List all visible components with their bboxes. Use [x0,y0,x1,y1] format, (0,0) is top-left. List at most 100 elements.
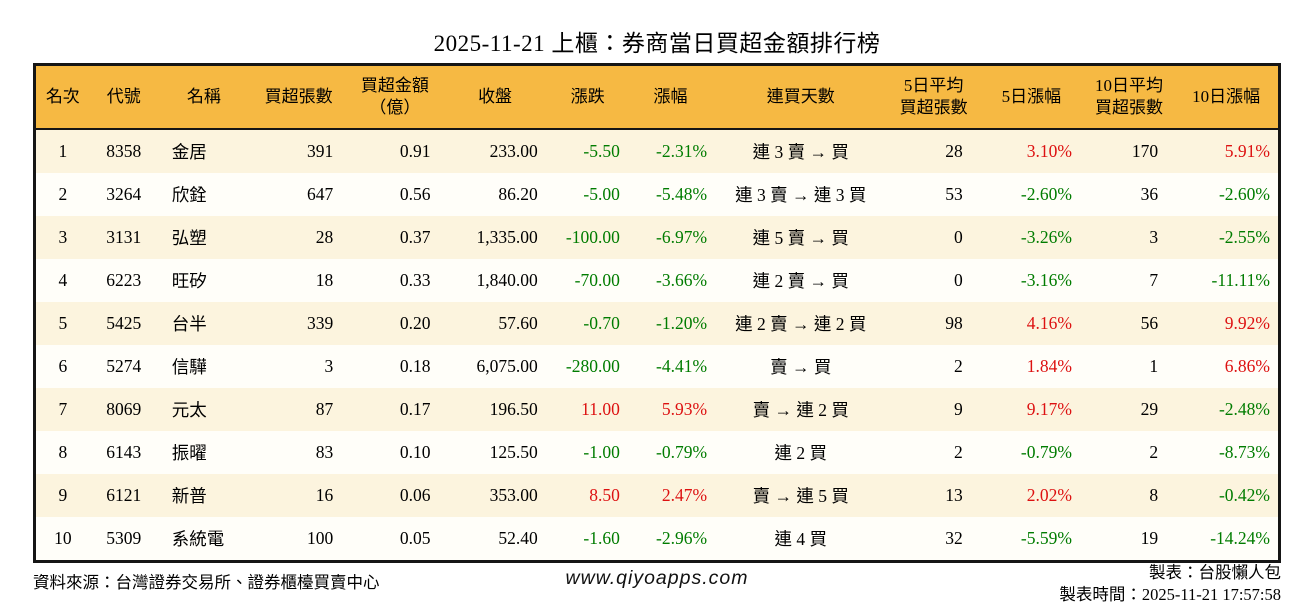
made-time-label: 製表時間：2025-11-21 17:57:58 [1059,585,1281,604]
data-source-note: 資料來源：台灣證券交易所、證券櫃檯買賣中心 [33,573,380,592]
cell-change_pct: 5.93% [661,399,708,419]
cell-code: 8358 [106,141,142,161]
cell-avg5: 2 [953,442,963,462]
cell-close: 86.20 [498,184,538,204]
cell-close: 233.00 [489,141,538,161]
cell-rank: 2 [58,184,68,204]
cell-change: -1.60 [583,528,620,548]
cell-volume: 16 [315,485,334,505]
header-avg5: 5日平均 買超張數 [888,64,979,130]
cell-change_pct: -2.31% [656,141,708,161]
header-change-pct: 漲幅 [627,64,714,130]
cell-change: -0.70 [583,313,620,333]
cell-avg10: 3 [1149,227,1159,247]
cell-amount: 0.06 [399,485,431,505]
cell-change: -280.00 [565,356,620,376]
cell-volume: 87 [315,399,334,419]
cell-change: -70.00 [574,270,620,290]
cell-close: 57.60 [498,313,538,333]
cell-amount: 0.20 [399,313,431,333]
cell-name: 信驊 [171,357,207,377]
cell-streak: 連 5 賣 → 買 [752,228,849,248]
cell-close: 353.00 [489,485,538,505]
website-label: www.qiyoapps.com [565,567,749,589]
cell-name: 新普 [171,486,207,506]
cell-pct5: 2.02% [1026,485,1072,505]
cell-volume: 391 [306,141,334,161]
cell-avg5: 0 [953,227,963,247]
cell-change_pct: -1.20% [656,313,708,333]
table-row: 8 6143 振曜 83 0.10 125.50 -1.00 -0.79% 連 2 買 2 -0.7… [34,431,1280,474]
cell-streak: 賣 → 連 2 買 [752,400,849,420]
cell-change: 11.00 [581,399,620,419]
cell-amount: 0.33 [399,270,431,290]
cell-code: 6223 [106,270,142,290]
table-row: 7 8069 元太 87 0.17 196.50 11.00 5.93% 賣 → 連 2 買 9 9… [34,388,1280,431]
cell-pct10: 5.91% [1224,141,1270,161]
cell-close: 125.50 [489,442,538,462]
cell-volume: 28 [315,227,334,247]
cell-pct10: -2.55% [1218,227,1270,247]
table-header: 名次 代號 名稱 買超張數 買超金額 （億） 收盤 漲跌 漲幅 連買天數 5日平… [34,64,1280,130]
cell-name: 弘塑 [171,228,207,248]
cell-volume: 3 [324,356,334,376]
cell-pct10: -14.24% [1210,528,1270,548]
cell-volume: 18 [315,270,334,290]
cell-code: 5274 [106,356,142,376]
cell-pct10: 9.92% [1224,313,1270,333]
header-rank: 名次 [34,64,90,130]
cell-amount: 0.37 [399,227,431,247]
broker-net-buy-ranking-table: 名次 代號 名稱 買超張數 買超金額 （億） 收盤 漲跌 漲幅 連買天數 5日平… [33,63,1281,563]
cell-streak: 連 2 買 [774,443,828,463]
report-maker-block: 製表：台股懶人包 製表時間：2025-11-21 17:57:58 [1059,562,1281,606]
cell-volume: 83 [315,442,334,462]
cell-rank: 8 [58,442,68,462]
cell-streak: 連 3 賣 → 買 [752,142,849,162]
cell-change_pct: -2.96% [656,528,708,548]
cell-streak: 連 4 買 [774,529,828,549]
cell-change_pct: 2.47% [661,485,708,505]
cell-pct5: -0.79% [1020,442,1072,462]
header-name: 名稱 [157,64,250,130]
cell-pct5: -3.16% [1020,270,1072,290]
cell-pct10: 6.86% [1224,356,1270,376]
cell-pct5: 3.10% [1026,141,1072,161]
cell-avg5: 32 [945,528,963,548]
cell-rank: 10 [54,528,72,548]
cell-amount: 0.18 [399,356,431,376]
cell-avg10: 29 [1140,399,1159,419]
cell-pct5: -5.59% [1020,528,1072,548]
cell-pct5: 9.17% [1026,399,1072,419]
table-row: 3 3131 弘塑 28 0.37 1,335.00 -100.00 -6.97% 連 5 賣 … [34,216,1280,259]
header-row: 名次 代號 名稱 買超張數 買超金額 （億） 收盤 漲跌 漲幅 連買天數 5日平… [34,64,1280,130]
cell-change_pct: -0.79% [656,442,708,462]
cell-name: 台半 [171,314,207,334]
cell-rank: 4 [58,270,68,290]
cell-change: -100.00 [565,227,620,247]
cell-avg5: 53 [945,184,963,204]
cell-name: 旺矽 [171,271,207,291]
cell-avg10: 8 [1149,485,1159,505]
cell-code: 6121 [106,485,142,505]
header-pct10: 10日漲幅 [1174,64,1280,130]
cell-code: 3131 [106,227,142,247]
header-amount: 買超金額 （億） [347,64,443,130]
cell-rank: 7 [58,399,68,419]
cell-avg5: 0 [953,270,963,290]
maker-label: 製表：台股懶人包 [1149,563,1281,582]
cell-pct5: 4.16% [1026,313,1072,333]
table-row: 5 5425 台半 339 0.20 57.60 -0.70 -1.20% 連 2 賣 → 連 … [34,302,1280,345]
cell-close: 196.50 [489,399,538,419]
header-code: 代號 [89,64,158,130]
cell-avg10: 2 [1149,442,1159,462]
cell-amount: 0.91 [399,141,431,161]
cell-code: 5425 [106,313,142,333]
cell-change_pct: -6.97% [656,227,708,247]
cell-volume: 339 [306,313,334,333]
cell-pct10: -2.48% [1218,399,1270,419]
cell-pct5: 1.84% [1026,356,1072,376]
table-row: 6 5274 信驊 3 0.18 6,075.00 -280.00 -4.41% 賣 → 買 2 1… [34,345,1280,388]
cell-change_pct: -3.66% [656,270,708,290]
cell-streak: 賣 → 買 [770,357,832,377]
cell-avg5: 28 [945,141,963,161]
